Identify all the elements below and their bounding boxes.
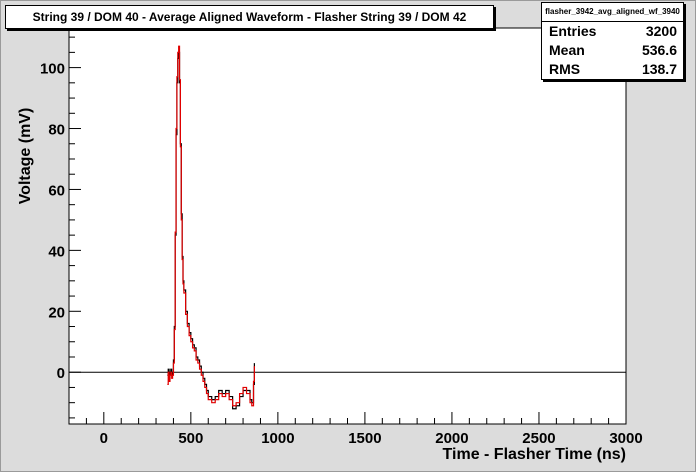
y-tick-label: 60 [48, 182, 65, 199]
stats-row-mean: Mean 536.6 [542, 41, 683, 60]
stats-box: flasher_3942_avg_aligned_wf_3940 Entries… [541, 2, 684, 80]
y-tick-label: 0 [57, 365, 65, 382]
stats-row-rms: RMS 138.7 [542, 60, 683, 79]
x-tick-label: 1500 [348, 430, 381, 447]
chart-title: String 39 / DOM 40 - Average Aligned Wav… [5, 5, 494, 29]
y-axis-label: Voltage (mV) [17, 108, 34, 205]
x-tick-label: 3000 [609, 430, 642, 447]
x-tick-label: 500 [178, 430, 203, 447]
stats-label: RMS [549, 61, 581, 77]
stats-value: 138.7 [641, 61, 677, 77]
series-line-1 [167, 45, 255, 407]
x-axis-label: Time - Flasher Time (ns) [443, 446, 626, 463]
x-tick-label: 2500 [522, 430, 555, 447]
y-tick-label: 20 [48, 304, 65, 321]
plot-frame [68, 27, 627, 425]
histogram-name: flasher_3942_avg_aligned_wf_3940 [542, 3, 683, 22]
stats-row-entries: Entries 3200 [542, 22, 683, 41]
x-tick-label: 2000 [435, 430, 468, 447]
stats-label: Entries [549, 23, 597, 39]
x-tick-label: 0 [100, 430, 108, 447]
y-tick-label: 80 [48, 122, 65, 139]
stats-label: Mean [549, 42, 585, 58]
y-tick-label: 40 [48, 243, 65, 260]
y-tick-label: 100 [40, 61, 65, 78]
x-tick-label: 1000 [261, 430, 294, 447]
stats-value: 3200 [645, 23, 677, 39]
stats-value: 536.6 [641, 42, 677, 58]
